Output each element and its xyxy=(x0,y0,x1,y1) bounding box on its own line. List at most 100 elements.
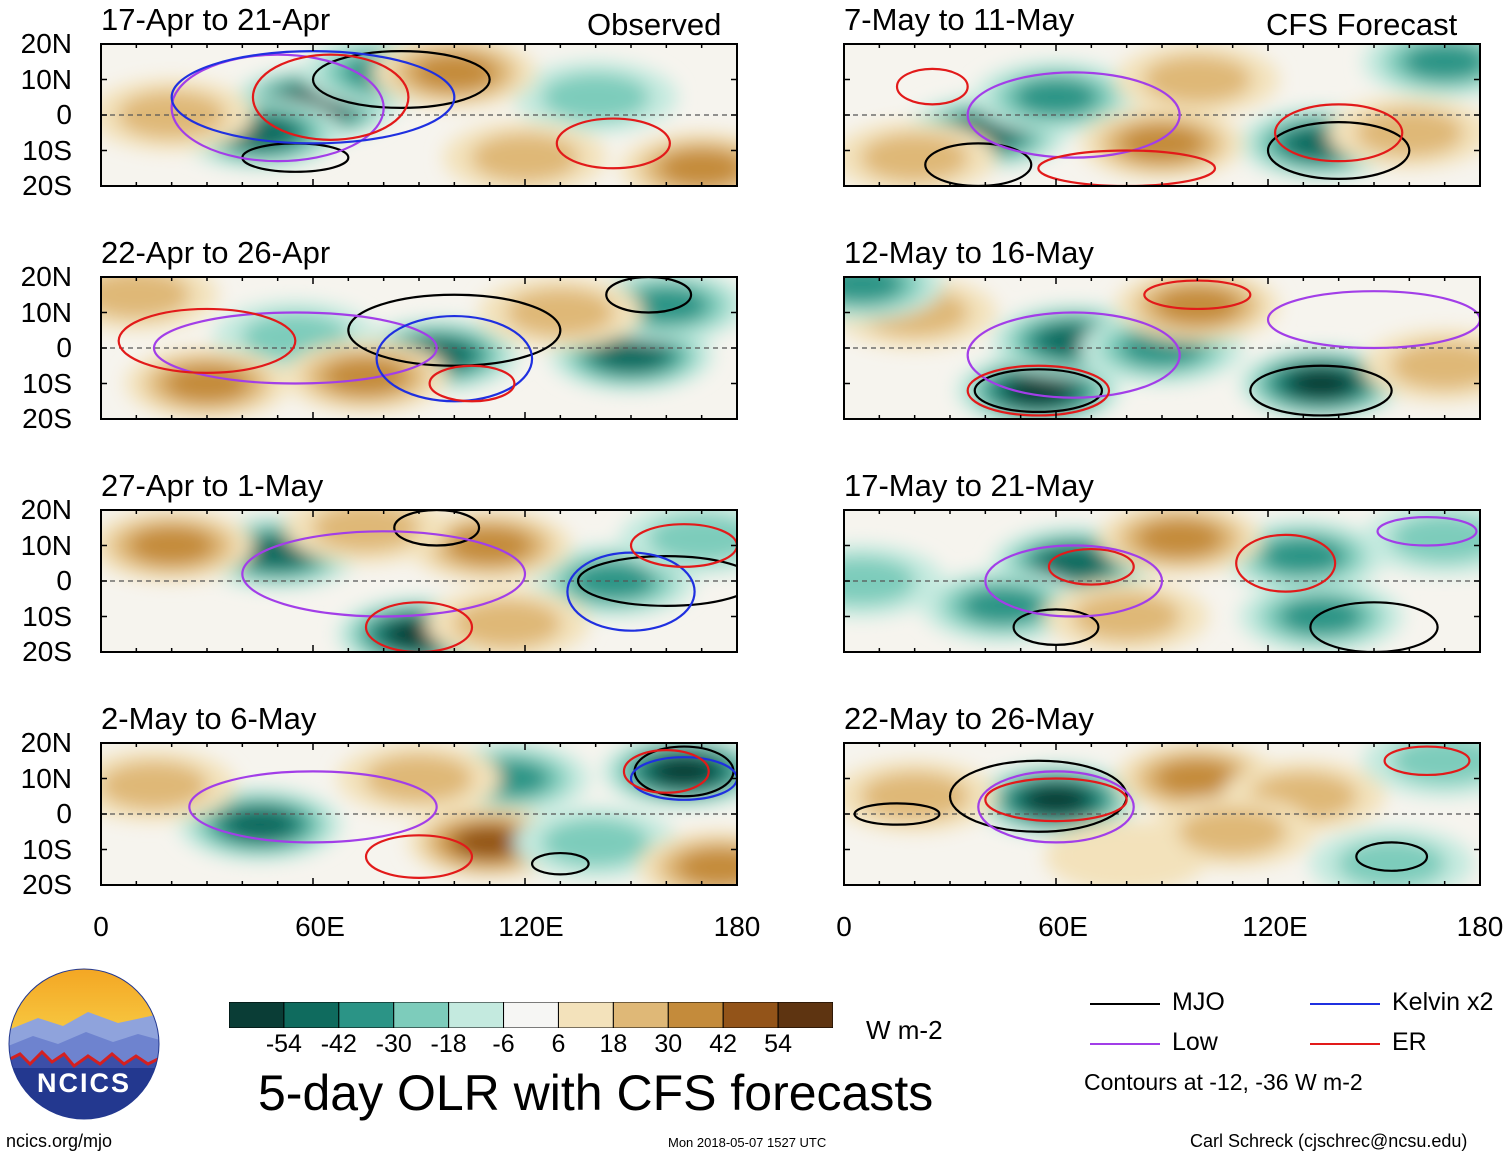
colorbar-svg xyxy=(228,1001,834,1029)
lon-tick-label: 60E xyxy=(1038,911,1088,942)
contour-mjo xyxy=(1249,364,1393,417)
lat-tick-label: 20S xyxy=(22,170,72,201)
footer-url[interactable]: ncics.org/mjo xyxy=(6,1131,113,1151)
colorbar-tick: -6 xyxy=(492,1030,515,1058)
contour-er xyxy=(1037,149,1217,186)
map-panel xyxy=(844,277,1480,419)
colorbar-swatch xyxy=(777,1001,834,1029)
contour-low xyxy=(966,71,1181,159)
panel-title: 22-Apr to 26-Apr xyxy=(101,235,331,270)
map-panel xyxy=(844,44,1480,186)
legend-line-er xyxy=(1310,1043,1380,1045)
contour-mjo xyxy=(1309,601,1439,652)
contour-er xyxy=(251,53,410,141)
contour-low xyxy=(170,53,385,163)
olr-anomaly-blob xyxy=(1038,547,1109,580)
lat-tick-label: 20N xyxy=(20,28,72,59)
contour-er xyxy=(117,307,297,374)
map-panel-svg xyxy=(101,44,737,186)
colorbar-tick: 18 xyxy=(599,1030,628,1058)
map-panel xyxy=(101,277,737,419)
legend-line-mjo xyxy=(1090,1003,1160,1005)
lat-tick-label: 0 xyxy=(56,565,72,596)
olr-anomaly-blob xyxy=(647,514,737,563)
olr-anomaly-blob xyxy=(659,149,737,186)
panel-title: 27-Apr to 1-May xyxy=(101,468,324,503)
contour-low xyxy=(1266,290,1480,350)
contour-low xyxy=(966,311,1181,399)
colorbar-swatch xyxy=(503,1001,559,1029)
contour-er xyxy=(966,364,1111,417)
contour-er xyxy=(1383,745,1471,777)
lon-tick-label: 120E xyxy=(498,911,564,942)
lat-tick-label: 10S xyxy=(22,367,72,399)
lat-tick-label: 20N xyxy=(20,727,72,758)
map-panel xyxy=(844,510,1480,652)
panel-title: 2-May to 6-May xyxy=(101,701,317,736)
map-panel xyxy=(101,44,737,186)
contour-er xyxy=(895,67,969,106)
legend-line-low xyxy=(1090,1043,1160,1045)
contour-er xyxy=(1273,103,1404,163)
contour-low xyxy=(241,530,527,618)
legend-label-low: Low xyxy=(1172,1028,1218,1056)
olr-anomaly-blob xyxy=(1143,55,1252,104)
lat-tick-label: 20S xyxy=(22,403,72,434)
olr-anomaly-blob xyxy=(1178,807,1287,856)
olr-anomaly-blob xyxy=(1355,108,1464,157)
olr-anomaly-blob xyxy=(860,133,969,182)
olr-anomaly-blob xyxy=(1155,286,1240,325)
legend-label-kelvin: Kelvin x2 xyxy=(1392,988,1494,1016)
olr-anomaly-blob xyxy=(1337,839,1446,885)
olr-anomaly-blob xyxy=(1402,44,1480,81)
lon-tick-label: 180 xyxy=(713,911,761,942)
contour-mjo xyxy=(347,293,562,367)
contour-er xyxy=(364,601,474,652)
olr-anomaly-blob xyxy=(1390,341,1480,390)
colorbar xyxy=(228,1001,834,1029)
contour-mjo xyxy=(1266,120,1411,180)
contour-mjo xyxy=(1012,608,1100,647)
olr-anomaly-blob xyxy=(1137,519,1222,558)
map-panel-svg xyxy=(844,44,1480,186)
map-panel xyxy=(101,743,737,885)
lon-tick-label: 120E xyxy=(1242,911,1308,942)
contour-er xyxy=(1047,547,1135,586)
contour-er xyxy=(364,834,474,880)
colorbar-tick: 30 xyxy=(654,1030,683,1058)
olr-anomaly-blob xyxy=(595,339,667,372)
olr-anomaly-blob xyxy=(571,562,656,600)
olr-anomaly-blob xyxy=(506,288,615,337)
contour-er xyxy=(555,117,671,170)
olr-anomaly-blob xyxy=(1014,78,1098,117)
lat-tick-label: 10S xyxy=(22,833,72,865)
colorbar-unit: W m-2 xyxy=(866,1015,943,1045)
contour-low xyxy=(984,544,1164,618)
olr-anomaly-blob xyxy=(624,286,709,325)
lat-tick-label: 0 xyxy=(56,798,72,829)
contour-kelvin-x2 xyxy=(566,551,696,632)
colorbar-tick: -18 xyxy=(430,1030,467,1058)
map-panel xyxy=(844,743,1480,885)
olr-anomaly-blob xyxy=(1120,124,1204,163)
lat-tick-label: 10S xyxy=(22,600,72,632)
axis-ticks xyxy=(843,509,1481,653)
lat-tick-label: 20N xyxy=(20,494,72,525)
contour-low xyxy=(152,311,438,385)
olr-anomaly-blob xyxy=(224,808,296,841)
olr-anomaly-blob xyxy=(365,754,473,803)
contour-low xyxy=(977,770,1135,844)
column-header-observed: Observed xyxy=(587,7,722,42)
lat-tick-label: 20N xyxy=(20,261,72,292)
colorbar-swatch xyxy=(228,1001,285,1029)
ncics-logo: NCICS xyxy=(8,968,160,1120)
contour-kelvin-x2 xyxy=(629,756,737,801)
axis-ticks xyxy=(100,742,738,886)
legend-label-er: ER xyxy=(1392,1028,1427,1056)
colorbar-swatch xyxy=(338,1001,395,1029)
contour-mjo xyxy=(605,277,693,314)
map-panel-svg xyxy=(844,510,1480,652)
lat-tick-label: 20S xyxy=(22,869,72,900)
olr-anomaly-blob xyxy=(453,599,562,648)
lat-tick-label: 10N xyxy=(20,529,72,561)
